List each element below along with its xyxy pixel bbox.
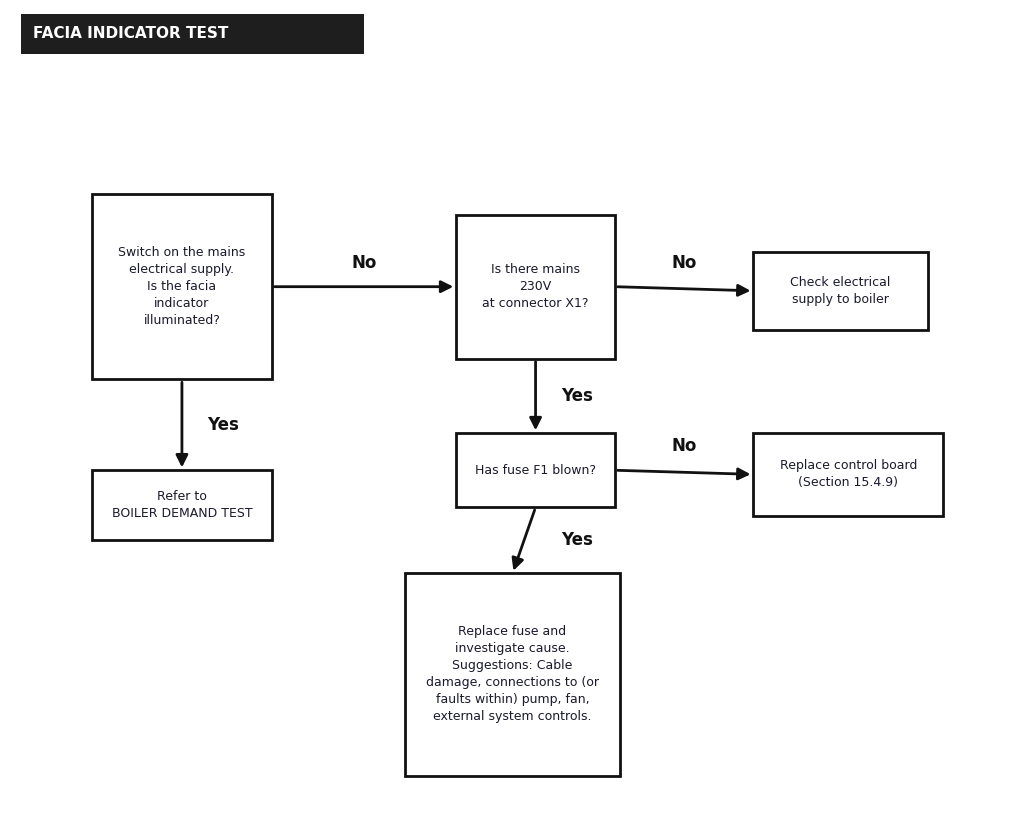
Bar <box>753 252 928 330</box>
Text: Is there mains
230V
at connector X1?: Is there mains 230V at connector X1? <box>483 263 588 310</box>
Text: Has fuse F1 blown?: Has fuse F1 blown? <box>475 464 597 477</box>
Text: Switch on the mains
electrical supply.
Is the facia
indicator
illuminated?: Switch on the mains electrical supply. I… <box>118 246 246 328</box>
Bar <box>753 433 943 516</box>
Bar <box>20 14 364 54</box>
Bar <box>456 433 615 507</box>
Bar <box>92 470 272 540</box>
Text: FACIA INDICATOR TEST: FACIA INDICATOR TEST <box>33 26 229 41</box>
Text: Replace control board
(Section 15.4.9): Replace control board (Section 15.4.9) <box>779 460 917 489</box>
Text: No: No <box>352 254 376 272</box>
Text: Yes: Yes <box>562 387 593 405</box>
Bar <box>92 194 272 380</box>
Text: Replace fuse and
investigate cause.
Suggestions: Cable
damage, connections to (o: Replace fuse and investigate cause. Sugg… <box>426 625 599 724</box>
Text: Yes: Yes <box>207 416 240 434</box>
Text: Check electrical
supply to boiler: Check electrical supply to boiler <box>790 276 891 306</box>
Bar <box>405 573 620 776</box>
Text: Refer to
BOILER DEMAND TEST: Refer to BOILER DEMAND TEST <box>112 490 252 521</box>
Bar <box>456 214 615 359</box>
Text: Yes: Yes <box>562 531 593 549</box>
Text: No: No <box>671 254 697 272</box>
Text: No: No <box>671 437 697 455</box>
